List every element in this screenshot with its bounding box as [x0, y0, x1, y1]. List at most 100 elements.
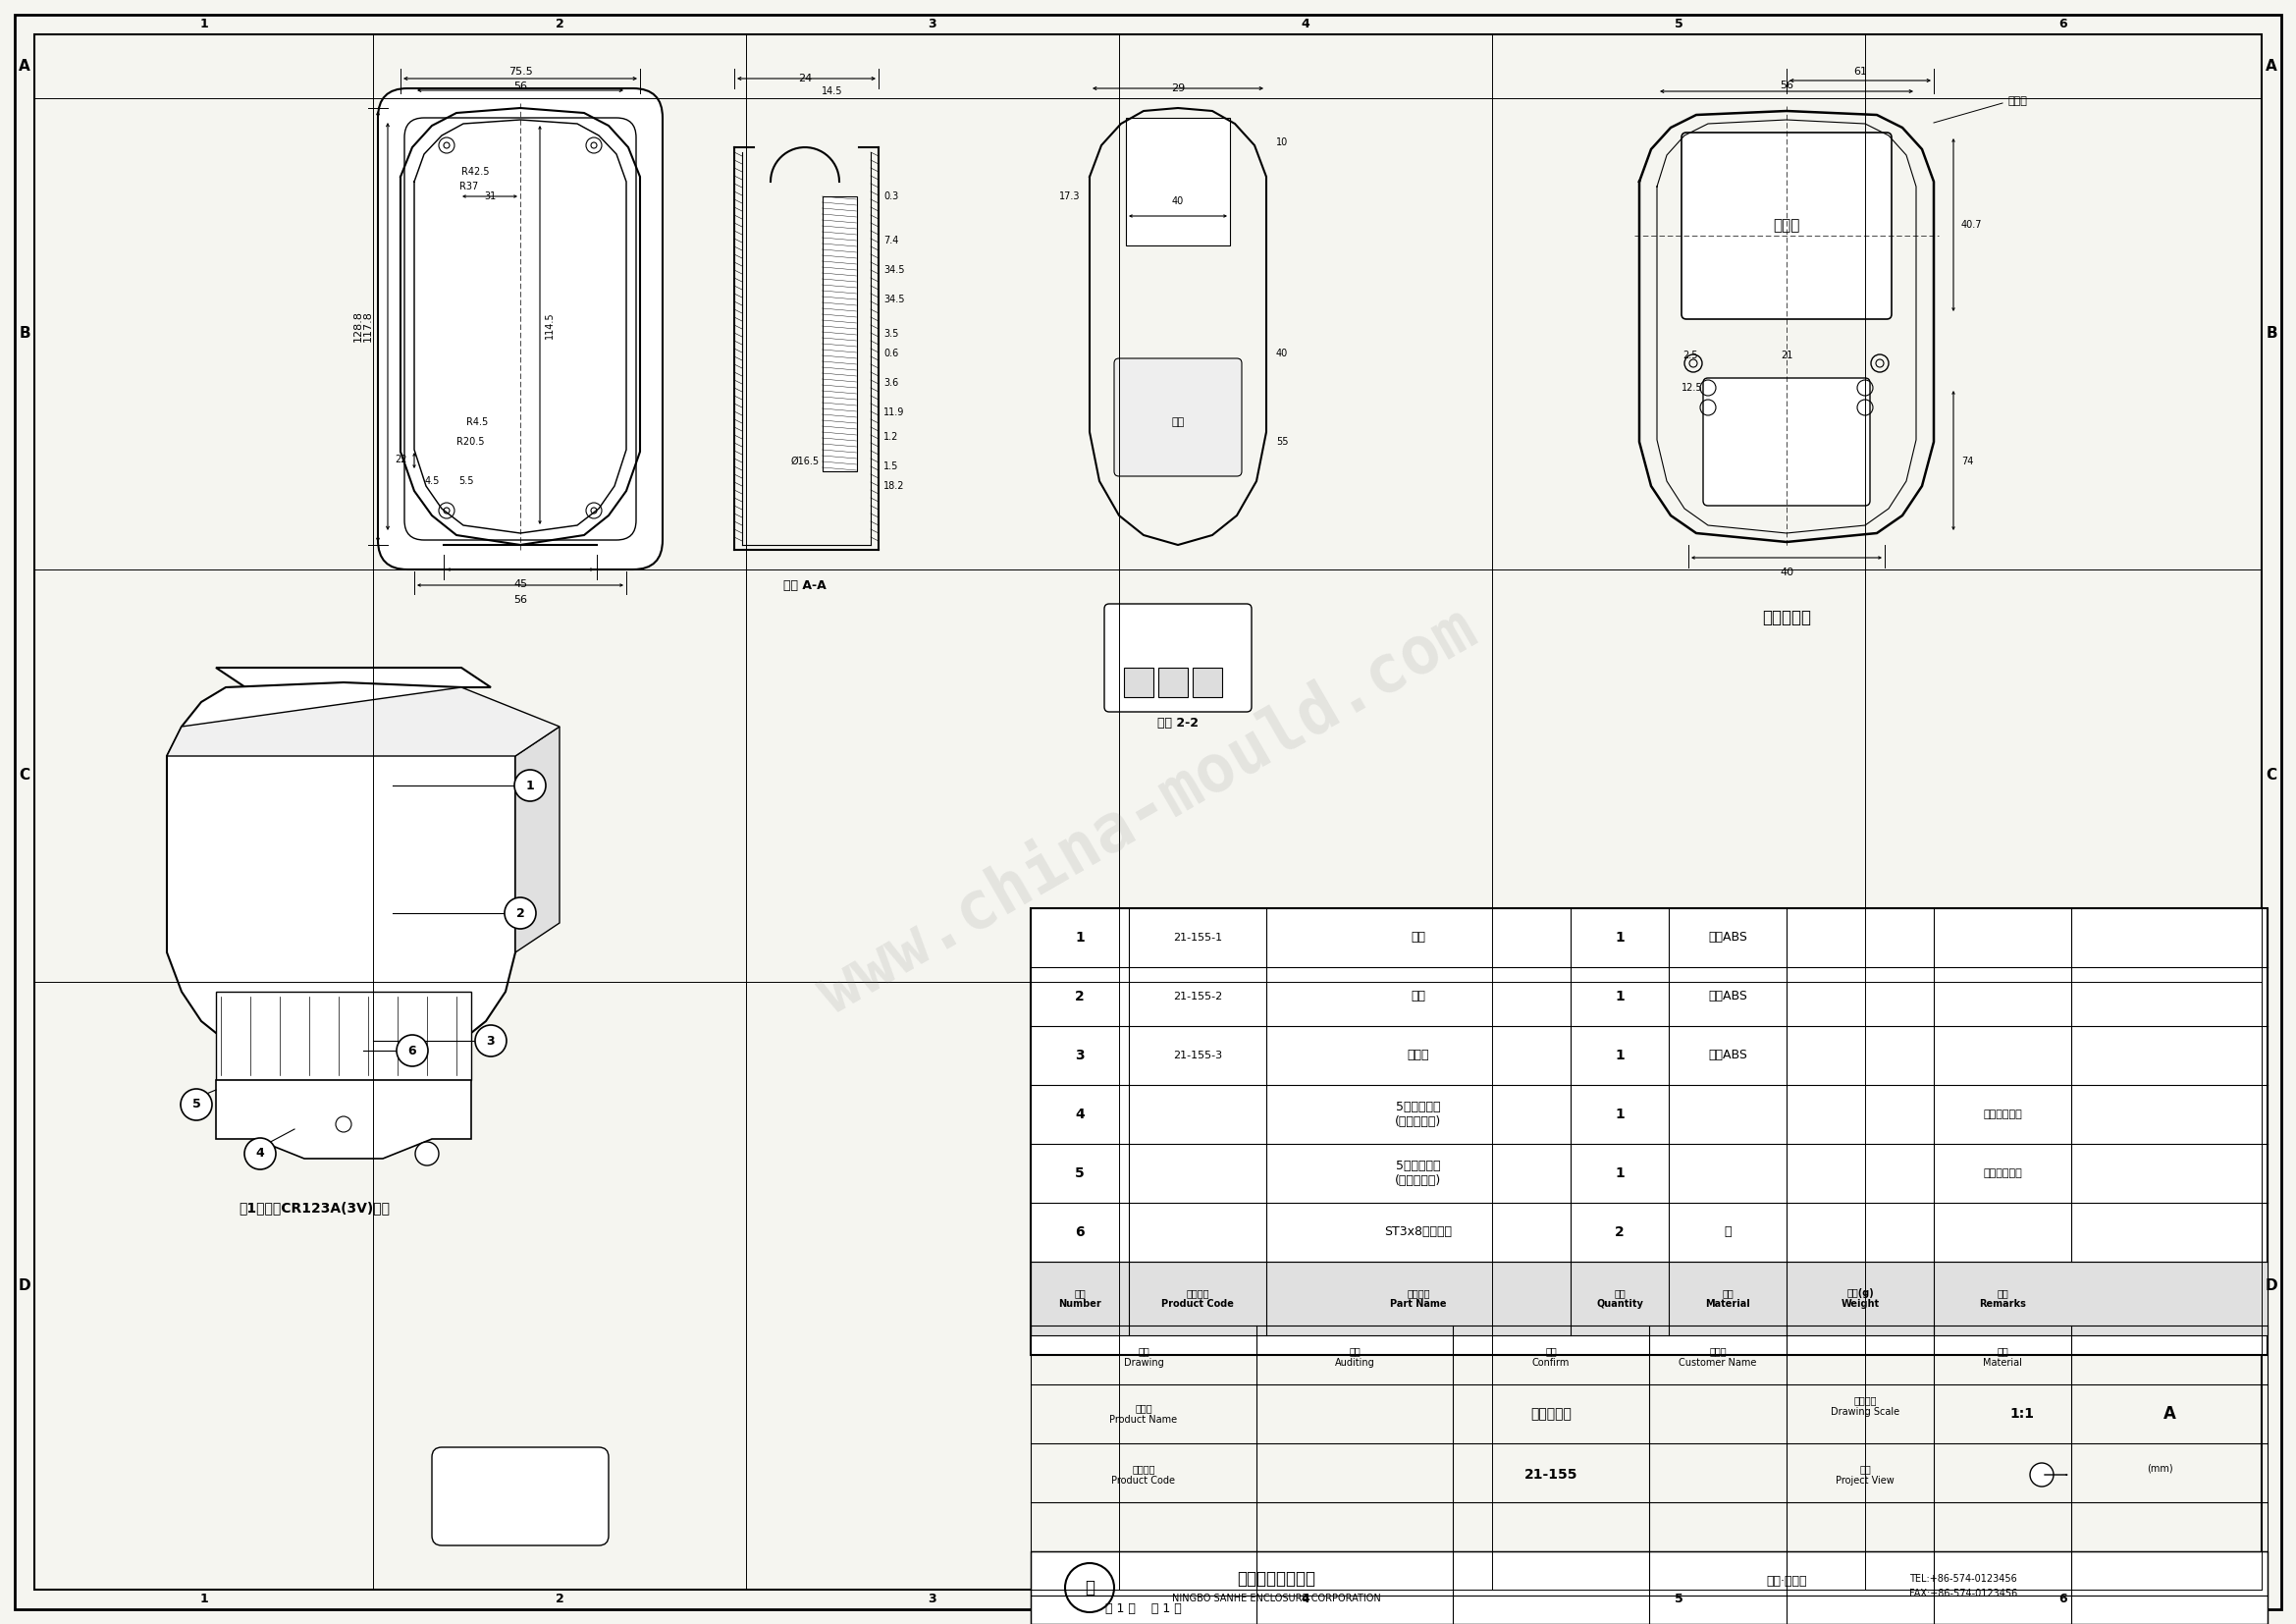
Text: 1: 1 — [200, 1593, 209, 1606]
Text: 线路板: 线路板 — [2007, 96, 2027, 106]
Text: 图纸比例
Drawing Scale: 图纸比例 Drawing Scale — [1830, 1395, 1899, 1416]
Circle shape — [505, 898, 535, 929]
Text: 40: 40 — [1277, 349, 1288, 359]
Text: 114.5: 114.5 — [544, 312, 556, 338]
Text: 共 1 页    第 1 页: 共 1 页 第 1 页 — [1104, 1601, 1182, 1614]
Text: 中国·宁波居: 中国·宁波居 — [1766, 1574, 1807, 1587]
Text: 21-155-3: 21-155-3 — [1173, 1051, 1221, 1060]
Text: 74: 74 — [1961, 456, 1975, 466]
Text: 0.6: 0.6 — [884, 349, 898, 359]
Text: R4.5: R4.5 — [466, 417, 489, 427]
Text: 审查
Auditing: 审查 Auditing — [1334, 1346, 1375, 1367]
Text: 55: 55 — [1277, 437, 1288, 447]
Text: 序号
Number: 序号 Number — [1058, 1288, 1102, 1309]
Text: 128.8: 128.8 — [354, 310, 363, 341]
Bar — [1125, 119, 1231, 245]
Text: 18.2: 18.2 — [884, 481, 905, 490]
Text: 材料
Material: 材料 Material — [1706, 1288, 1750, 1309]
Text: 材料
Material: 材料 Material — [1984, 1346, 2023, 1367]
Text: 重量(g)
Weight: 重量(g) Weight — [1841, 1288, 1880, 1309]
Text: 1: 1 — [526, 780, 535, 793]
Text: 4: 4 — [1302, 1593, 1309, 1606]
Text: 2: 2 — [517, 906, 523, 919]
Text: 1: 1 — [1614, 989, 1626, 1004]
Text: 产品编号
Product Code: 产品编号 Product Code — [1162, 1288, 1233, 1309]
Text: 下盖: 下盖 — [1412, 991, 1426, 1004]
Text: 17.3: 17.3 — [1058, 192, 1079, 201]
Bar — [822, 197, 856, 471]
Text: 1: 1 — [1614, 1108, 1626, 1121]
Circle shape — [248, 1142, 271, 1166]
Text: 配1节松下CR123A(3V)电池: 配1节松下CR123A(3V)电池 — [239, 1200, 390, 1215]
Text: 5号电池弹片
(单片有弹鼠): 5号电池弹片 (单片有弹鼠) — [1396, 1160, 1442, 1187]
Text: C: C — [18, 768, 30, 783]
Text: 电池盖: 电池盖 — [1407, 1049, 1430, 1062]
Text: 视图
Project View: 视图 Project View — [1837, 1465, 1894, 1486]
Bar — [1157, 667, 1187, 697]
Text: 2: 2 — [556, 1593, 565, 1606]
Text: 钓: 钓 — [1724, 1226, 1731, 1239]
Text: 14.5: 14.5 — [822, 86, 843, 96]
Text: 2.5: 2.5 — [1683, 351, 1699, 361]
Text: 装配示意图: 装配示意图 — [1531, 1406, 1570, 1421]
Text: 3.5: 3.5 — [884, 330, 898, 339]
Circle shape — [475, 1025, 507, 1057]
Text: 1: 1 — [1614, 1166, 1626, 1181]
Text: 24: 24 — [799, 73, 813, 83]
Text: 56: 56 — [514, 594, 528, 604]
Text: 2: 2 — [1075, 989, 1084, 1004]
Text: A: A — [18, 58, 30, 73]
Text: 12.5: 12.5 — [1683, 383, 1704, 393]
Text: TEL:+86-574-0123456: TEL:+86-574-0123456 — [1910, 1574, 2018, 1583]
Text: 零件名称
Part Name: 零件名称 Part Name — [1389, 1288, 1446, 1309]
Text: 3: 3 — [928, 1593, 937, 1606]
Text: 三: 三 — [1084, 1579, 1095, 1596]
Text: R42.5: R42.5 — [461, 167, 489, 177]
Text: 4.5: 4.5 — [425, 476, 439, 486]
Text: C: C — [2266, 768, 2278, 783]
Text: 普通ABS: 普通ABS — [1708, 1049, 1747, 1062]
FancyBboxPatch shape — [1114, 359, 1242, 476]
Text: 5: 5 — [1674, 1593, 1683, 1606]
Text: Ø16.5: Ø16.5 — [790, 456, 820, 466]
Text: ST3x8自攻螺钉: ST3x8自攻螺钉 — [1384, 1226, 1453, 1239]
Text: 1: 1 — [1614, 1049, 1626, 1062]
Polygon shape — [168, 687, 560, 757]
Text: R37: R37 — [459, 182, 478, 192]
Text: 21-155-1: 21-155-1 — [1173, 932, 1221, 942]
Circle shape — [2030, 1463, 2053, 1486]
Text: NINGBO SANHE ENCLOSURE CORPORATION: NINGBO SANHE ENCLOSURE CORPORATION — [1171, 1593, 1380, 1603]
Text: 21: 21 — [1779, 351, 1793, 361]
Text: 5: 5 — [1674, 18, 1683, 31]
Text: 下盖正视图: 下盖正视图 — [1761, 609, 1812, 627]
FancyBboxPatch shape — [1704, 378, 1869, 505]
Text: 1: 1 — [1075, 931, 1084, 945]
Polygon shape — [216, 667, 491, 687]
Text: 40: 40 — [1171, 197, 1185, 206]
Text: 1:1: 1:1 — [2009, 1406, 2034, 1421]
Bar — [1192, 667, 1221, 697]
Text: A: A — [2163, 1405, 2177, 1423]
Text: 4: 4 — [255, 1147, 264, 1160]
Text: 制图
Drawing: 制图 Drawing — [1123, 1346, 1164, 1367]
Text: 客户名
Customer Name: 客户名 Customer Name — [1678, 1346, 1756, 1367]
Text: 4: 4 — [1302, 18, 1309, 31]
Text: 22: 22 — [395, 455, 406, 464]
Text: D: D — [18, 1278, 30, 1293]
Text: 2: 2 — [1614, 1226, 1626, 1239]
Text: 29: 29 — [1171, 83, 1185, 93]
Text: B: B — [18, 326, 30, 341]
Text: 56: 56 — [514, 81, 528, 91]
Text: 21-155: 21-155 — [1525, 1468, 1577, 1481]
Text: 34.5: 34.5 — [884, 265, 905, 274]
Text: 56: 56 — [1779, 81, 1793, 91]
Text: 3: 3 — [1075, 1049, 1084, 1062]
Text: 5.5: 5.5 — [459, 476, 473, 486]
Text: 5: 5 — [193, 1098, 200, 1111]
Text: 3: 3 — [487, 1034, 496, 1047]
Text: 1: 1 — [1614, 931, 1626, 945]
Text: 借用现有产品: 借用现有产品 — [1984, 1168, 2023, 1179]
Text: www.china-mould.com: www.china-mould.com — [808, 596, 1488, 1028]
Text: D: D — [2266, 1278, 2278, 1293]
Text: 宁波三和虎拍公司: 宁波三和虎拍公司 — [1238, 1570, 1316, 1588]
